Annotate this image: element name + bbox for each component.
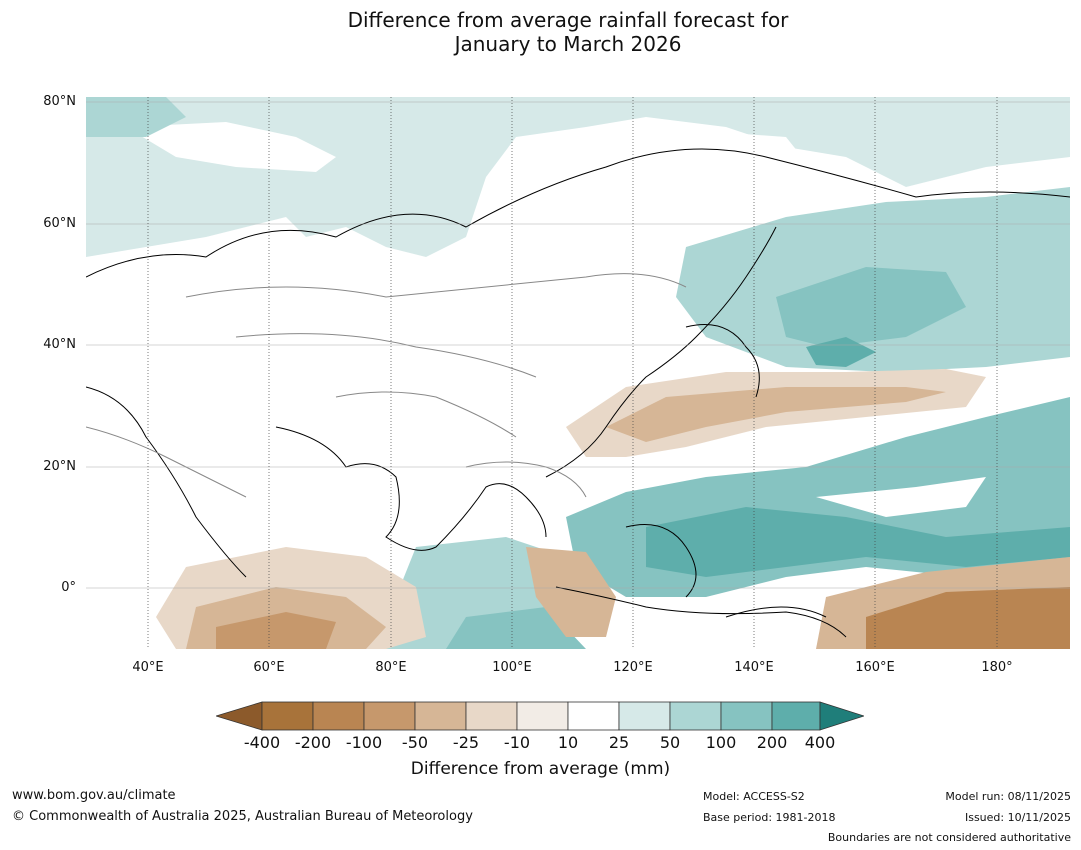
legend-bin-3 (363, 701, 416, 731)
title-line-1: Difference from average rainfall forecas… (347, 8, 789, 32)
map-title: Difference from average rainfall forecas… (0, 8, 1081, 56)
anomaly-region-subtropical-dry-core (606, 387, 946, 442)
lon-label-100e: 100°E (492, 660, 532, 675)
title-line-2: January to March 2026 (454, 32, 682, 56)
legend-tick: -400 (243, 733, 281, 752)
anomaly-region-indian-ocean-strong (446, 607, 586, 649)
coastlines (86, 148, 1070, 638)
legend-arrow-right (819, 701, 864, 731)
legend-tick: -10 (503, 733, 531, 752)
anomaly-region-kamchatka-white (646, 127, 826, 247)
anomaly-region-north-teal (86, 97, 186, 137)
legend-bin-9 (669, 701, 722, 731)
issued-text: Issued: 10/11/2025 (964, 811, 1071, 824)
map-canvas (86, 97, 1070, 649)
legend-tick: 200 (756, 733, 788, 752)
anomaly-region-south-pacific-dry-core (866, 587, 1070, 649)
legend-bin-2 (312, 701, 365, 731)
anomaly-region-north-pacific-core (806, 337, 876, 367)
anomaly-region-maritime-dry (526, 547, 616, 637)
lon-label-180: 180° (981, 660, 1013, 675)
legend-tick: -50 (401, 733, 429, 752)
lat-label-20n: 20°N (43, 459, 76, 474)
website-link[interactable]: www.bom.gov.au/climate (12, 788, 176, 803)
copyright-text: © Commonwealth of Australia 2025, Austra… (12, 809, 473, 824)
legend-bin-10 (720, 701, 773, 731)
legend-tick: -200 (294, 733, 332, 752)
legend-tick: -100 (345, 733, 383, 752)
lat-label-80n: 80°N (43, 94, 76, 109)
anomaly-region-west-indian-dry-strong (216, 612, 336, 649)
legend-bin-8 (618, 701, 671, 731)
lon-label-140e: 140°E (734, 660, 774, 675)
base-period-text: Base period: 1981-2018 (703, 811, 836, 824)
disclaimer-text: Boundaries are not considered authoritat… (827, 831, 1071, 844)
model-text: Model: ACCESS-S2 (703, 790, 805, 803)
legend-colorbar (216, 701, 864, 731)
anomaly-region-arctic-teal (86, 97, 1070, 257)
legend-tick: 50 (659, 733, 681, 752)
lat-label-40n: 40°N (43, 337, 76, 352)
anomaly-region-tropical-pacific-strong (646, 507, 1070, 577)
legend-title: Difference from average (mm) (410, 759, 671, 779)
legend-bin-11 (771, 701, 821, 731)
legend-tick: 400 (804, 733, 836, 752)
legend-bin-1 (261, 701, 314, 731)
rainfall-anomaly-map (86, 97, 1070, 649)
legend-bin-6 (516, 701, 569, 731)
longitude-gridlines (147, 97, 998, 649)
anomaly-region-arctic-white (126, 122, 336, 172)
legend-tick: 10 (557, 733, 579, 752)
legend-bin-4 (414, 701, 467, 731)
lon-label-60e: 60°E (253, 660, 285, 675)
anomaly-region-west-pacific-white (816, 477, 986, 517)
anomaly-region-north-pacific-strong (776, 267, 966, 347)
lon-label-40e: 40°E (132, 660, 164, 675)
lat-label-60n: 60°N (43, 216, 76, 231)
legend-tick: 25 (608, 733, 630, 752)
legend-tick: -25 (452, 733, 480, 752)
legend-tick: 100 (705, 733, 737, 752)
country-borders (86, 273, 687, 498)
lon-label-120e: 120°E (613, 660, 653, 675)
model-run-text: Model run: 08/11/2025 (945, 790, 1071, 803)
legend-arrow-left (216, 701, 263, 731)
latitude-gridlines (86, 101, 1070, 589)
lon-label-160e: 160°E (855, 660, 895, 675)
legend-bin-7 (567, 701, 620, 731)
lat-label-0: 0° (61, 580, 76, 595)
lon-label-80e: 80°E (375, 660, 407, 675)
legend-bin-5 (465, 701, 518, 731)
